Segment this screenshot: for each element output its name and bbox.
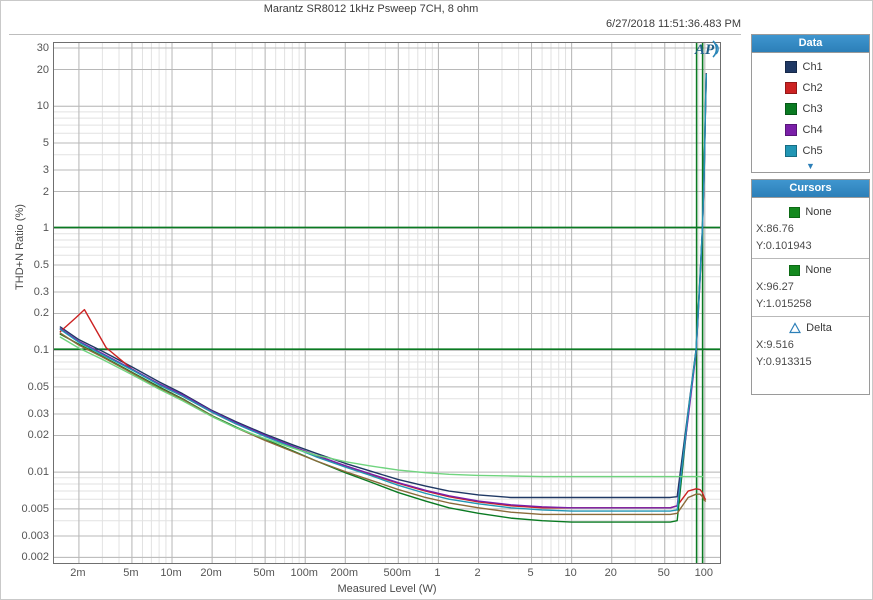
y-tick-label: 0.005 [21,502,49,515]
x-tick-label: 200m [330,567,359,579]
series-trace-ch7 [59,336,704,478]
y-tick-label: 10 [36,100,49,113]
y-axis-tick-labels: 30 20 10 5 3 2 1 0.5 0.3 0.2 0.1 0.05 0.03 0.02 0.01 0.… [1,42,49,564]
y-tick-label: 0.1 [33,344,49,357]
x-tick-label: 2 [474,567,481,579]
cursor-title: None [752,261,869,279]
cursor-group-3[interactable]: Delta X:9.516 Y:0.913315 [752,317,869,374]
y-tick-label: 20 [36,63,49,76]
y-tick-label: 0.2 [33,307,49,320]
legend-item-ch2[interactable]: Ch2 [752,77,869,98]
cursor-title: Delta [752,319,869,337]
legend-item-ch1[interactable]: Ch1 [752,56,869,77]
cursor-label: None [805,264,832,276]
y-tick-label: 0.05 [27,380,49,393]
cursor-group-1[interactable]: None X:86.76 Y:0.101943 [752,201,869,259]
y-tick-label: 0.002 [21,551,49,564]
chevron-down-icon[interactable]: ▼ [806,161,815,171]
series-trace-ch6 [59,332,707,516]
y-tick-label: 0.5 [33,258,49,271]
legend-list: Ch1 Ch2 Ch3 Ch4 Ch5 [752,53,869,161]
legend-item-label: Ch4 [802,123,823,136]
cursor-group-2[interactable]: None X:96.27 Y:1.015258 [752,259,869,317]
color-swatch-icon [784,102,797,115]
y-tick-label: 3 [42,164,49,177]
y-tick-label: 0.3 [33,285,49,298]
y-tick-label: 30 [36,42,49,55]
cursor-x-value: X:96.27 [756,281,794,293]
cursor-color-swatch-icon [789,264,801,276]
page-title: Marantz SR8012 1kHz Psweep 7CH, 8 ohm [263,3,479,15]
color-swatch-icon [784,144,797,157]
data-panel-header: Data [752,35,869,53]
timestamp-label: 6/27/2018 11:51:36.483 PM [606,18,741,30]
y-tick-label: 1 [42,222,49,235]
ap-logo-icon: AP [694,40,719,58]
cursor-y-value: Y:0.913315 [756,356,812,368]
x-tick-label: 5 [527,567,534,579]
cursor-x-value: X:86.76 [756,223,794,235]
y-tick-label: 0.03 [27,407,49,420]
y-tick-label: 5 [42,136,49,149]
x-tick-label: 500m [383,567,412,579]
cursors-panel-header: Cursors [752,180,869,198]
x-axis-tick-labels: 2m 5m 10m 20m 50m 100m 200m 500m 1 2 5 10 20 50 100 [53,567,721,583]
cursor-title: None [752,203,869,221]
svg-text:AP: AP [694,42,715,58]
legend-item-label: Ch1 [802,60,823,73]
x-tick-label: 100m [290,567,318,579]
data-legend-panel: Data Ch1 Ch2 Ch3 Ch4 Ch5 ▼ [751,34,870,173]
cursor-y-value: Y:1.015258 [756,298,812,310]
cursor-x-value: X:9.516 [756,339,794,351]
x-tick-label: 2m [70,567,86,579]
x-axis-title: Measured Level (W) [337,583,437,595]
plot-area[interactable] [53,42,721,564]
y-tick-label: 0.003 [21,529,49,542]
x-tick-label: 50m [253,567,275,579]
y-tick-label: 2 [42,185,49,198]
x-tick-label: 20 [604,567,617,579]
color-swatch-icon [784,81,797,94]
cursor-label: Delta [806,322,832,334]
x-tick-label: 5m [123,567,139,579]
series-trace-ch5 [59,73,707,512]
legend-item-label: Ch3 [802,102,823,115]
legend-item-ch5[interactable]: Ch5 [752,140,869,161]
x-tick-label: 10m [160,567,182,579]
legend-item-ch4[interactable]: Ch4 [752,119,869,140]
cursor-label: None [805,206,832,218]
x-tick-label: 10 [564,567,577,579]
cursor-color-swatch-icon [789,206,801,218]
cursor-y-value: Y:0.101943 [756,240,812,252]
legend-item-label: Ch5 [802,144,823,157]
legend-item-label: Ch2 [802,81,823,94]
series-trace-ch3 [59,74,707,523]
legend-item-ch3[interactable]: Ch3 [752,98,869,119]
x-tick-label: 20m [200,567,222,579]
header-divider [9,34,741,35]
cursor-readout-list: None X:86.76 Y:0.101943 None X:96.27 Y:1.0152… [752,198,869,374]
cursors-panel: Cursors None X:86.76 Y:0.101943 None X:96.27… [751,179,870,395]
x-tick-label: 100 [694,567,713,579]
x-tick-label: 1 [434,567,441,579]
delta-triangle-icon [789,322,802,334]
plot-canvas [54,43,720,563]
x-tick-label: 50 [657,567,670,579]
series-trace-ch1 [59,72,707,499]
color-swatch-icon [784,123,797,136]
color-swatch-icon [784,60,797,73]
y-tick-label: 0.01 [27,466,49,479]
y-tick-label: 0.02 [27,429,49,442]
series-traces [59,72,707,523]
